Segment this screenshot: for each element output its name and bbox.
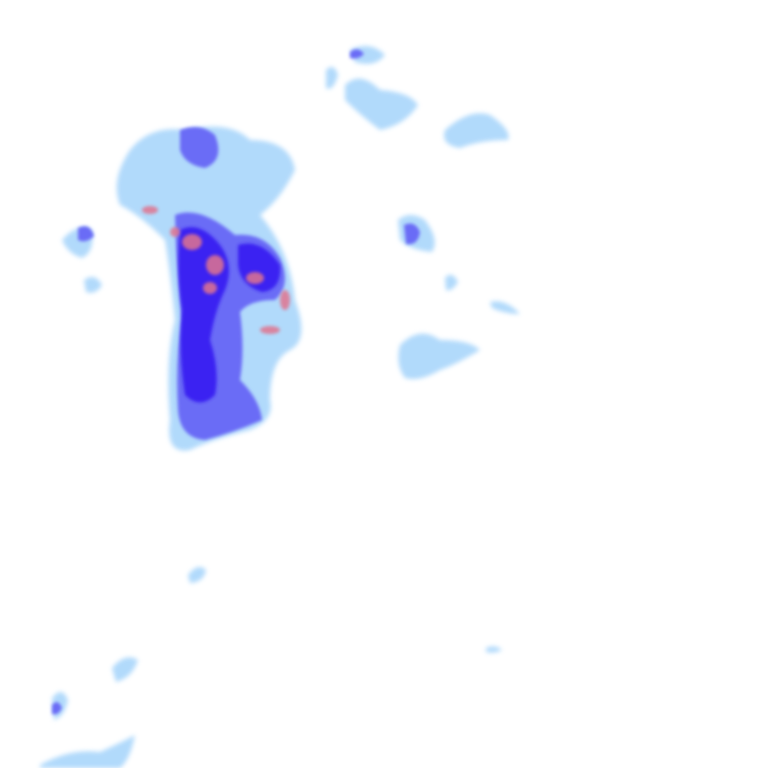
cloud-small-east-2 [490,301,520,314]
cell-west-moderate [78,226,94,242]
intense-cell-4 [246,272,264,284]
intense-cell-8 [260,326,280,334]
light-precip-layer [40,46,520,768]
cloud-top-north [345,78,418,130]
cloud-northeast [444,113,509,148]
cell-north-small-moderate [350,49,364,59]
cell-east-moderate [404,223,420,245]
cell-south-moderate [52,702,62,715]
intense-cell-1 [182,234,202,250]
intense-cell-2 [206,255,224,275]
cloud-east-band [398,333,480,379]
intense-cell-6 [170,227,180,237]
cloud-west-small [84,276,102,293]
cloud-north-tiny [326,66,338,89]
intense-precip-layer [142,206,290,334]
cell-north-moderate [180,126,219,168]
cloud-small-3 [486,646,502,653]
intense-cell-7 [280,290,290,310]
cloud-south-4 [40,735,135,768]
intense-cell-5 [142,206,158,214]
cloud-south-2 [112,657,138,682]
intense-cell-3 [203,282,217,294]
cloud-small-east [445,274,458,291]
cloud-south-1 [188,566,206,583]
